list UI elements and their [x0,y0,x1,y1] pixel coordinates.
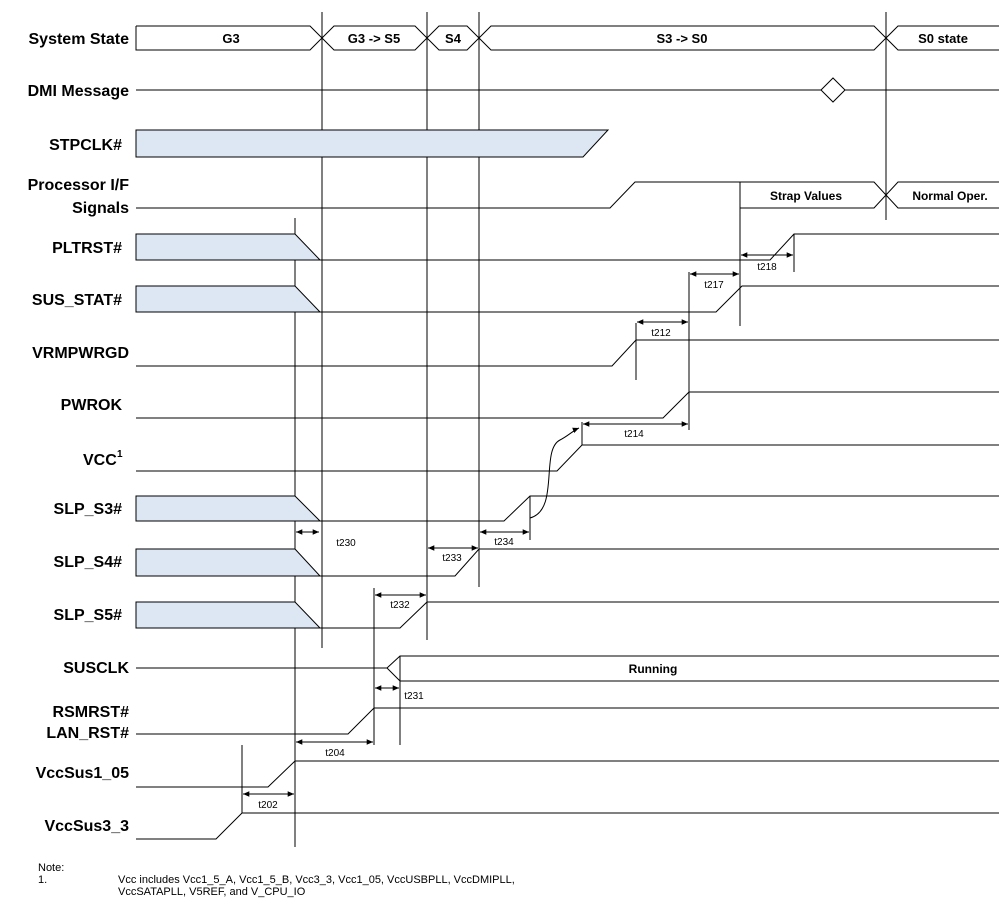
label-vccsus3-3: VccSus3_3 [44,818,129,835]
label-vccsus1-05: VccSus1_05 [36,765,130,782]
pltrst-waveform [320,233,999,261]
dmi-message-waveform [136,77,999,103]
label-processor-if-signals: Signals [72,200,129,217]
vcc-waveform [136,444,999,472]
susclk-waveform [136,655,999,682]
processor-if-waveform [136,181,999,209]
state-g3: G3 [222,31,239,46]
t232-label: t232 [390,600,410,611]
t217-label: t217 [704,280,724,291]
sus-stat-waveform [320,285,999,313]
slp-s5-waveform [320,601,999,629]
label-vcc: VCC [83,452,117,469]
vccsus3-3-waveform [136,812,999,840]
stpclk-shaded [135,129,610,158]
label-vcc-superscript: 1 [117,449,123,460]
note-header: Note: [38,862,65,874]
state-s4: S4 [445,31,462,46]
t202-label: t202 [258,800,278,811]
slp-s3-shaded [135,495,322,522]
label-sus-stat: SUS_STAT# [32,292,122,309]
sus-stat-shaded [135,285,322,313]
slp-s4-shaded [135,548,322,577]
state-boundaries [294,12,887,847]
pltrst-shaded [135,233,322,261]
label-system-state: System State [29,31,130,48]
strap-values-label: Strap Values [770,189,842,203]
state-g3-s5: G3 -> S5 [348,31,400,46]
label-stpclk: STPCLK# [49,137,122,154]
t204-label: t204 [325,748,345,759]
label-slp-s3: SLP_S3# [54,501,123,518]
note-line-2: VccSATAPLL, V5REF, and V_CPU_IO [118,886,306,898]
t230-label: t230 [336,538,356,549]
label-pltrst: PLTRST# [52,240,122,257]
vrmpwrgd-waveform [136,339,999,367]
state-s0: S0 state [918,31,968,46]
t214-label: t214 [624,429,644,440]
label-lan-rst: LAN_RST# [46,725,129,742]
rsmrst-waveform [136,707,999,735]
normal-oper-label: Normal Oper. [912,189,987,203]
running-label: Running [629,662,678,676]
t218-label: t218 [757,262,777,273]
system-state-bus [135,25,999,51]
vccsus1-05-waveform [136,760,999,788]
label-susclk: SUSCLK [63,660,129,677]
label-dmi-message: DMI Message [28,83,129,100]
footnote: Note: 1. Vcc includes Vcc1_5_A, Vcc1_5_B… [38,862,515,898]
slp-s5-shaded [135,601,322,629]
state-s3-s0: S3 -> S0 [657,31,708,46]
label-vrmpwrgd: VRMPWRGD [32,345,129,362]
label-rsmrst: RSMRST# [53,704,130,721]
label-slp-s5: SLP_S5# [54,607,123,624]
t212-label: t212 [651,328,671,339]
timing-reference-lines [241,182,795,813]
note-number: 1. [38,874,48,886]
note-line-1: Vcc includes Vcc1_5_A, Vcc1_5_B, Vcc3_3,… [118,874,515,886]
label-slp-s4: SLP_S4# [54,554,123,571]
t231-label: t231 [404,691,424,702]
slp-s4-waveform [320,548,999,577]
slp-s3-waveform [320,495,999,522]
t233-label: t233 [442,553,462,564]
label-vcc-group: VCC 1 [83,449,123,469]
slp-s3-to-vcc-arrow [529,427,580,519]
label-pwrok: PWROK [61,397,123,414]
pwrok-waveform [136,391,999,419]
label-processor-if: Processor I/F [28,177,130,194]
t234-label: t234 [494,537,514,548]
